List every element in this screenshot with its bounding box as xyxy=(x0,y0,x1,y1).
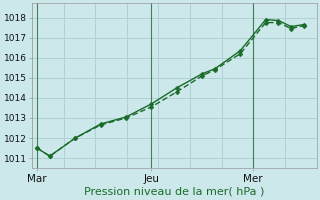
X-axis label: Pression niveau de la mer( hPa ): Pression niveau de la mer( hPa ) xyxy=(84,187,264,197)
